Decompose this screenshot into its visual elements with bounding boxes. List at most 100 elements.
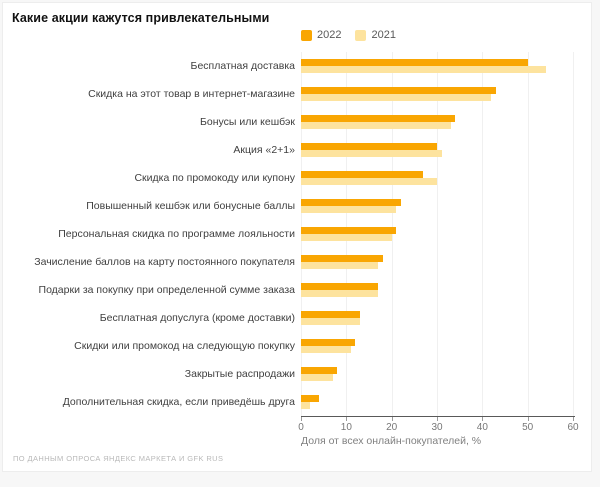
bars-cell bbox=[301, 80, 573, 108]
bar-2022-7 bbox=[301, 255, 383, 262]
category-label: Скидка по промокоду или купону bbox=[134, 172, 295, 184]
bar-2021-5 bbox=[301, 206, 397, 213]
tick-mark-60 bbox=[573, 417, 574, 421]
legend-label: 2021 bbox=[371, 29, 396, 41]
category-label: Повышенный кешбэк или бонусные баллы bbox=[86, 200, 295, 212]
bar-2022-4 bbox=[301, 171, 424, 178]
chart-row: Бесплатная доставка bbox=[11, 52, 575, 80]
bar-2021-11 bbox=[301, 374, 333, 381]
tick-label-40: 40 bbox=[476, 422, 488, 433]
x-axis-tick-marks bbox=[301, 417, 574, 421]
chart-row: Скидка на этот товар в интернет-магазине bbox=[11, 80, 575, 108]
tick-mark-40 bbox=[482, 417, 484, 421]
bar-2021-3 bbox=[301, 150, 442, 157]
tick-label-60: 60 bbox=[567, 422, 579, 433]
tick-label-0: 0 bbox=[298, 422, 304, 433]
x-axis-line bbox=[301, 416, 575, 417]
gridline-30 bbox=[437, 52, 438, 416]
bars-cell bbox=[301, 248, 573, 276]
category-label: Бонусы или кешбэк bbox=[200, 116, 295, 128]
category-label: Акция «2+1» bbox=[233, 144, 295, 156]
chart-row: Скидка по промокоду или купону bbox=[11, 164, 575, 192]
chart-row: Персональная скидка по программе лояльно… bbox=[11, 220, 575, 248]
bars-cell bbox=[301, 108, 573, 136]
chart-row: Повышенный кешбэк или бонусные баллы bbox=[11, 192, 575, 220]
legend: 2022 2021 bbox=[301, 29, 396, 41]
bar-2021-0 bbox=[301, 66, 546, 73]
bar-2022-12 bbox=[301, 395, 320, 402]
bar-2022-3 bbox=[301, 143, 437, 150]
gridline-50 bbox=[527, 52, 529, 416]
category-label: Подарки за покупку при определенной сумм… bbox=[38, 284, 295, 296]
chart-row: Бонусы или кешбэк bbox=[11, 108, 575, 136]
chart-row: Акция «2+1» bbox=[11, 136, 575, 164]
tick-mark-10 bbox=[346, 417, 348, 421]
source-note: ПО ДАННЫМ ОПРОСА ЯНДЕКС МАРКЕТА И GFK RU… bbox=[13, 454, 224, 463]
category-label: Дополнительная скидка, если приведёшь др… bbox=[62, 396, 295, 408]
bars-cell bbox=[301, 276, 573, 304]
bar-2022-10 bbox=[301, 339, 356, 346]
bar-2022-6 bbox=[301, 227, 397, 234]
bars-cell bbox=[301, 360, 573, 388]
bars-cell bbox=[301, 192, 573, 220]
bar-chart: Бесплатная доставка Скидка на этот товар … bbox=[11, 52, 585, 462]
bar-2022-2 bbox=[301, 115, 456, 122]
tick-label-20: 20 bbox=[386, 422, 398, 433]
legend-item-2021[interactable]: 2021 bbox=[355, 29, 396, 41]
chart-row: Бесплатная допуслуга (кроме доставки) bbox=[11, 304, 575, 332]
chart-card: Какие акции кажутся привлекательными 202… bbox=[2, 2, 592, 472]
bar-2022-5 bbox=[301, 199, 401, 206]
chart-row: Зачисление баллов на карту постоянного п… bbox=[11, 248, 575, 276]
gridline-60 bbox=[573, 52, 574, 416]
bars-cell bbox=[301, 304, 573, 332]
legend-swatch-2021 bbox=[355, 29, 367, 41]
bar-2022-9 bbox=[301, 311, 360, 318]
bar-2021-6 bbox=[301, 234, 392, 241]
tick-label-10: 10 bbox=[340, 422, 352, 433]
chart-row: Подарки за покупку при определенной сумм… bbox=[11, 276, 575, 304]
bar-2022-1 bbox=[301, 87, 496, 94]
bar-2021-1 bbox=[301, 94, 492, 101]
tick-label-30: 30 bbox=[431, 422, 443, 433]
tick-mark-50 bbox=[527, 417, 529, 421]
chart-row: Дополнительная скидка, если приведёшь др… bbox=[11, 388, 575, 416]
bar-2021-10 bbox=[301, 346, 351, 353]
chart-row: Закрытые распродажи bbox=[11, 360, 575, 388]
x-axis-tick-labels: 0 10 20 30 40 50 60 bbox=[298, 422, 578, 434]
bar-2022-0 bbox=[301, 59, 528, 66]
legend-swatch-2022 bbox=[301, 29, 312, 41]
bars-cell bbox=[301, 136, 573, 164]
bar-2021-9 bbox=[301, 318, 360, 325]
bar-2022-8 bbox=[301, 283, 379, 290]
category-label: Персональная скидка по программе лояльно… bbox=[58, 228, 295, 240]
bars-cell bbox=[301, 52, 573, 80]
bar-2021-8 bbox=[301, 290, 379, 297]
tick-label-50: 50 bbox=[522, 422, 534, 433]
tick-mark-30 bbox=[437, 417, 438, 421]
category-label: Закрытые распродажи bbox=[184, 368, 295, 380]
bar-2021-7 bbox=[301, 262, 379, 269]
bar-2021-12 bbox=[301, 402, 311, 409]
tick-mark-20 bbox=[391, 417, 393, 421]
bar-2021-2 bbox=[301, 122, 451, 129]
category-label: Бесплатная допуслуга (кроме доставки) bbox=[99, 312, 295, 324]
category-label: Скидка на этот товар в интернет-магазине bbox=[88, 88, 295, 100]
category-label: Зачисление баллов на карту постоянного п… bbox=[34, 256, 295, 268]
bars-cell bbox=[301, 220, 573, 248]
bars-cell bbox=[301, 388, 573, 416]
category-label: Скидки или промокод на следующую покупку bbox=[74, 340, 295, 352]
category-label: Бесплатная доставка bbox=[190, 60, 295, 72]
chart-title: Какие акции кажутся привлекательными bbox=[12, 11, 270, 25]
x-axis-label: Доля от всех онлайн-покупателей, % bbox=[301, 435, 482, 447]
gridline-40 bbox=[482, 52, 484, 416]
legend-label: 2022 bbox=[317, 29, 342, 41]
bars-cell bbox=[301, 164, 573, 192]
tick-mark-0 bbox=[301, 417, 302, 421]
gridline-20 bbox=[391, 52, 393, 416]
bars-cell bbox=[301, 332, 573, 360]
bar-2022-11 bbox=[301, 367, 338, 374]
chart-row: Скидки или промокод на следующую покупку bbox=[11, 332, 575, 360]
legend-item-2022[interactable]: 2022 bbox=[301, 29, 341, 41]
bar-2021-4 bbox=[301, 178, 437, 185]
chart-rows: Бесплатная доставка Скидка на этот товар … bbox=[11, 52, 575, 416]
